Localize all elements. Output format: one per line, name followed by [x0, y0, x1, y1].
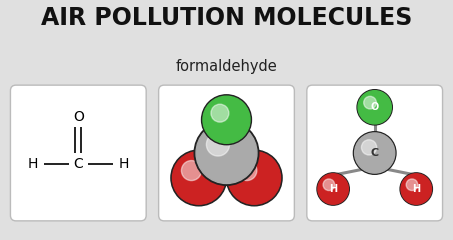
Circle shape: [194, 121, 259, 185]
Text: formaldehyde: formaldehyde: [176, 59, 277, 74]
Text: C: C: [73, 157, 83, 171]
Text: C: C: [371, 148, 379, 158]
Text: H: H: [412, 184, 420, 194]
Text: H: H: [28, 157, 38, 171]
Circle shape: [196, 123, 257, 183]
Circle shape: [361, 140, 377, 155]
Text: O: O: [371, 102, 379, 112]
Circle shape: [323, 179, 335, 191]
Circle shape: [401, 174, 431, 204]
Circle shape: [211, 104, 229, 122]
Circle shape: [171, 150, 226, 206]
Text: H: H: [119, 157, 129, 171]
Circle shape: [364, 96, 376, 109]
Circle shape: [400, 173, 433, 205]
Text: H: H: [329, 184, 337, 194]
FancyBboxPatch shape: [307, 85, 443, 221]
Text: AIR POLLUTION MOLECULES: AIR POLLUTION MOLECULES: [41, 6, 412, 30]
Circle shape: [207, 133, 230, 156]
Circle shape: [357, 90, 392, 125]
Circle shape: [317, 173, 349, 205]
Circle shape: [202, 95, 251, 145]
Circle shape: [182, 161, 202, 180]
Circle shape: [318, 174, 348, 204]
Circle shape: [353, 132, 396, 174]
Circle shape: [358, 91, 391, 124]
Circle shape: [226, 150, 282, 206]
Circle shape: [237, 161, 257, 180]
Text: O: O: [73, 110, 84, 124]
Circle shape: [203, 96, 250, 143]
Circle shape: [173, 152, 225, 204]
FancyBboxPatch shape: [159, 85, 294, 221]
Circle shape: [228, 152, 280, 204]
Circle shape: [406, 179, 418, 191]
Circle shape: [355, 133, 395, 173]
FancyBboxPatch shape: [10, 85, 146, 221]
